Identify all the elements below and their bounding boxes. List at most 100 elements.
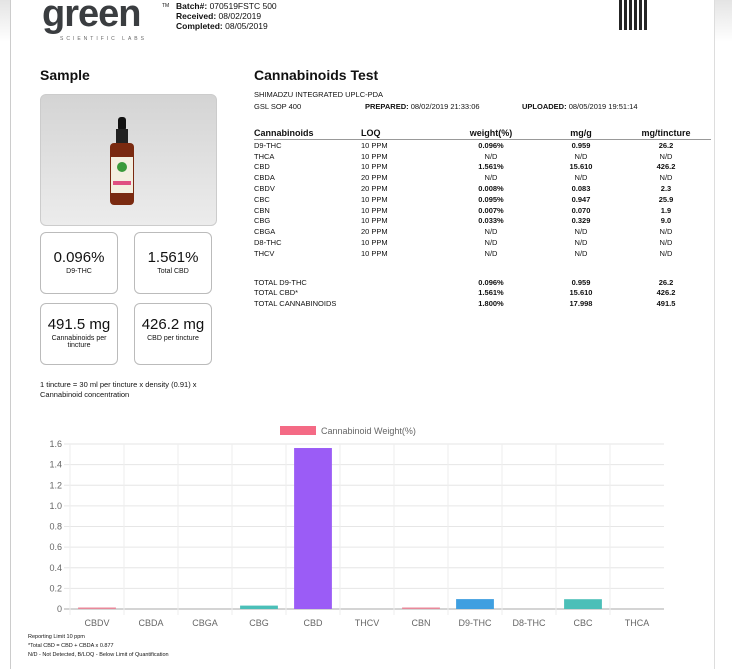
table-cell: 491.5 xyxy=(656,299,676,309)
table-cell: 10 PPM xyxy=(361,248,388,258)
y-tick-label: 0 xyxy=(57,604,62,614)
table-cell: 1.561% xyxy=(478,162,504,172)
footer-note: Reporting Limit 10 ppm xyxy=(28,634,85,640)
y-tick-label: 1.6 xyxy=(49,439,62,449)
x-tick-label: THCA xyxy=(625,618,650,628)
footer-note: N/D - Not Detected, B/LOQ - Below Limit … xyxy=(28,652,169,658)
table-cell: 10 PPM xyxy=(361,162,388,172)
card-value: 426.2 mg xyxy=(141,316,205,333)
x-tick-label: CBD xyxy=(303,618,323,628)
cannabinoids-table: Cannabinoids LOQ weight(%) mg/g mg/tincture … xyxy=(254,128,711,309)
table-cell: THCV xyxy=(254,248,275,258)
table-cell: D8-THC xyxy=(254,238,282,248)
column-header: weight(%) xyxy=(441,128,541,140)
table-row: CBD 10 PPM 1.561% 15.610 426.2 xyxy=(254,162,711,173)
completed-label: Completed: xyxy=(176,21,223,31)
bottle-image xyxy=(110,117,134,205)
table-cell: CBDA xyxy=(254,173,275,183)
sample-photo xyxy=(40,94,217,226)
table-cell: 26.2 xyxy=(658,140,674,150)
bar-cbn xyxy=(402,607,440,609)
table-row: D8-THC 10 PPM N/D N/D N/D xyxy=(254,237,711,248)
table-cell: 0.070 xyxy=(571,205,591,215)
uploaded-value: 08/05/2019 19:51:14 xyxy=(568,102,638,111)
table-cell: 26.2 xyxy=(658,277,674,287)
bar-cbg xyxy=(240,605,278,609)
batch-info: Batch#: 070519FSTC 500 Received: 08/02/2… xyxy=(176,1,277,31)
table-cell: 1.800% xyxy=(478,299,504,309)
table-row: CBC 10 PPM 0.095% 0.947 25.9 xyxy=(254,194,711,205)
table-cell: TOTAL D9-THC xyxy=(254,277,307,287)
y-tick-label: 1.2 xyxy=(49,480,62,490)
batch-label: Batch#: xyxy=(176,1,208,11)
table-cell: 10 PPM xyxy=(361,140,388,150)
table-cell: 426.2 xyxy=(656,288,676,298)
table-cell: 0.096% xyxy=(478,277,504,287)
table-cell: 0.007% xyxy=(478,205,504,215)
table-row: D9-THC 10 PPM 0.096% 0.959 26.2 xyxy=(254,140,711,151)
table-row: CBN 10 PPM 0.007% 0.070 1.9 xyxy=(254,205,711,216)
bar-cbc xyxy=(564,599,602,609)
table-cell: 15.610 xyxy=(569,288,593,298)
table-cell: N/D xyxy=(659,151,673,161)
table-cell: 10 PPM xyxy=(361,194,388,204)
table-cell: CBG xyxy=(254,216,271,226)
spacer-row xyxy=(254,259,711,277)
table-cell: 25.9 xyxy=(658,194,674,204)
x-tick-label: THCV xyxy=(355,618,380,628)
footer-notes: Reporting Limit 10 ppm *Total CBD = CBD … xyxy=(28,633,169,660)
trademark: TM xyxy=(162,3,170,9)
table-cell: 15.610 xyxy=(569,162,593,172)
table-cell: 0.008% xyxy=(478,184,504,194)
card-label: D9-THC xyxy=(66,268,92,275)
table-cell: 10 PPM xyxy=(361,205,388,215)
table-cell: 0.959 xyxy=(571,277,591,287)
bar-d9-thc xyxy=(456,599,494,609)
table-cell: THCA xyxy=(254,151,275,161)
y-tick-label: 1.4 xyxy=(49,460,62,470)
legend-swatch xyxy=(280,426,316,435)
table-cell: N/D xyxy=(484,238,498,248)
table-cell: D9-THC xyxy=(254,140,282,150)
table-cell: 0.329 xyxy=(571,216,591,226)
sample-title: Sample xyxy=(40,67,90,83)
uploaded-label: UPLOADED: xyxy=(522,102,567,111)
table-cell: N/D xyxy=(659,227,673,237)
table-cell: 20 PPM xyxy=(361,184,388,194)
logo-subtitle: SCIENTIFIC LABS xyxy=(60,36,147,42)
card-label: CBD per tincture xyxy=(147,335,199,342)
table-row: THCV 10 PPM N/D N/D N/D xyxy=(254,248,711,259)
table-cell: CBC xyxy=(254,194,270,204)
x-tick-label: CBG xyxy=(249,618,269,628)
table-cell: 9.0 xyxy=(660,216,672,226)
table-cell: N/D xyxy=(484,173,498,183)
table-cell: N/D xyxy=(484,151,498,161)
method: SHIMADZU INTEGRATED UPLC-PDA xyxy=(254,90,384,99)
prepared-label: PREPARED: xyxy=(365,102,409,111)
table-cell: CBGA xyxy=(254,227,276,237)
sop: GSL SOP 400 xyxy=(254,102,302,111)
qr-code xyxy=(619,0,649,30)
y-tick-label: 0.4 xyxy=(49,563,62,573)
table-cell: N/D xyxy=(659,173,673,183)
card-d9-thc: 0.096% D9-THC xyxy=(40,232,118,294)
prepared: PREPARED: 08/02/2019 21:33:06 xyxy=(365,102,480,111)
total-row: TOTAL CBD* 1.561% 15.610 426.2 xyxy=(254,288,711,299)
table-cell: 1.9 xyxy=(660,205,672,215)
bar-cbd xyxy=(294,448,332,609)
table-cell: 0.033% xyxy=(478,216,504,226)
column-header: Cannabinoids xyxy=(254,128,349,140)
received-label: Received: xyxy=(176,11,217,21)
completed-value: 08/05/2019 xyxy=(225,21,268,31)
table-cell: N/D xyxy=(574,227,588,237)
total-row: TOTAL CANNABINOIDS 1.800% 17.998 491.5 xyxy=(254,298,711,309)
footer-note: *Total CBD = CBD + CBDA x 0.877 xyxy=(28,643,114,649)
legend-label: Cannabinoid Weight(%) xyxy=(321,426,416,436)
table-cell: 0.095% xyxy=(478,194,504,204)
table-cell: 20 PPM xyxy=(361,173,388,183)
table-row: CBGA 20 PPM N/D N/D N/D xyxy=(254,226,711,237)
card-total-cbd: 1.561% Total CBD xyxy=(134,232,212,294)
card-label: Total CBD xyxy=(157,268,189,275)
table-cell: 2.3 xyxy=(660,184,672,194)
column-header: mg/tincture xyxy=(621,128,711,140)
